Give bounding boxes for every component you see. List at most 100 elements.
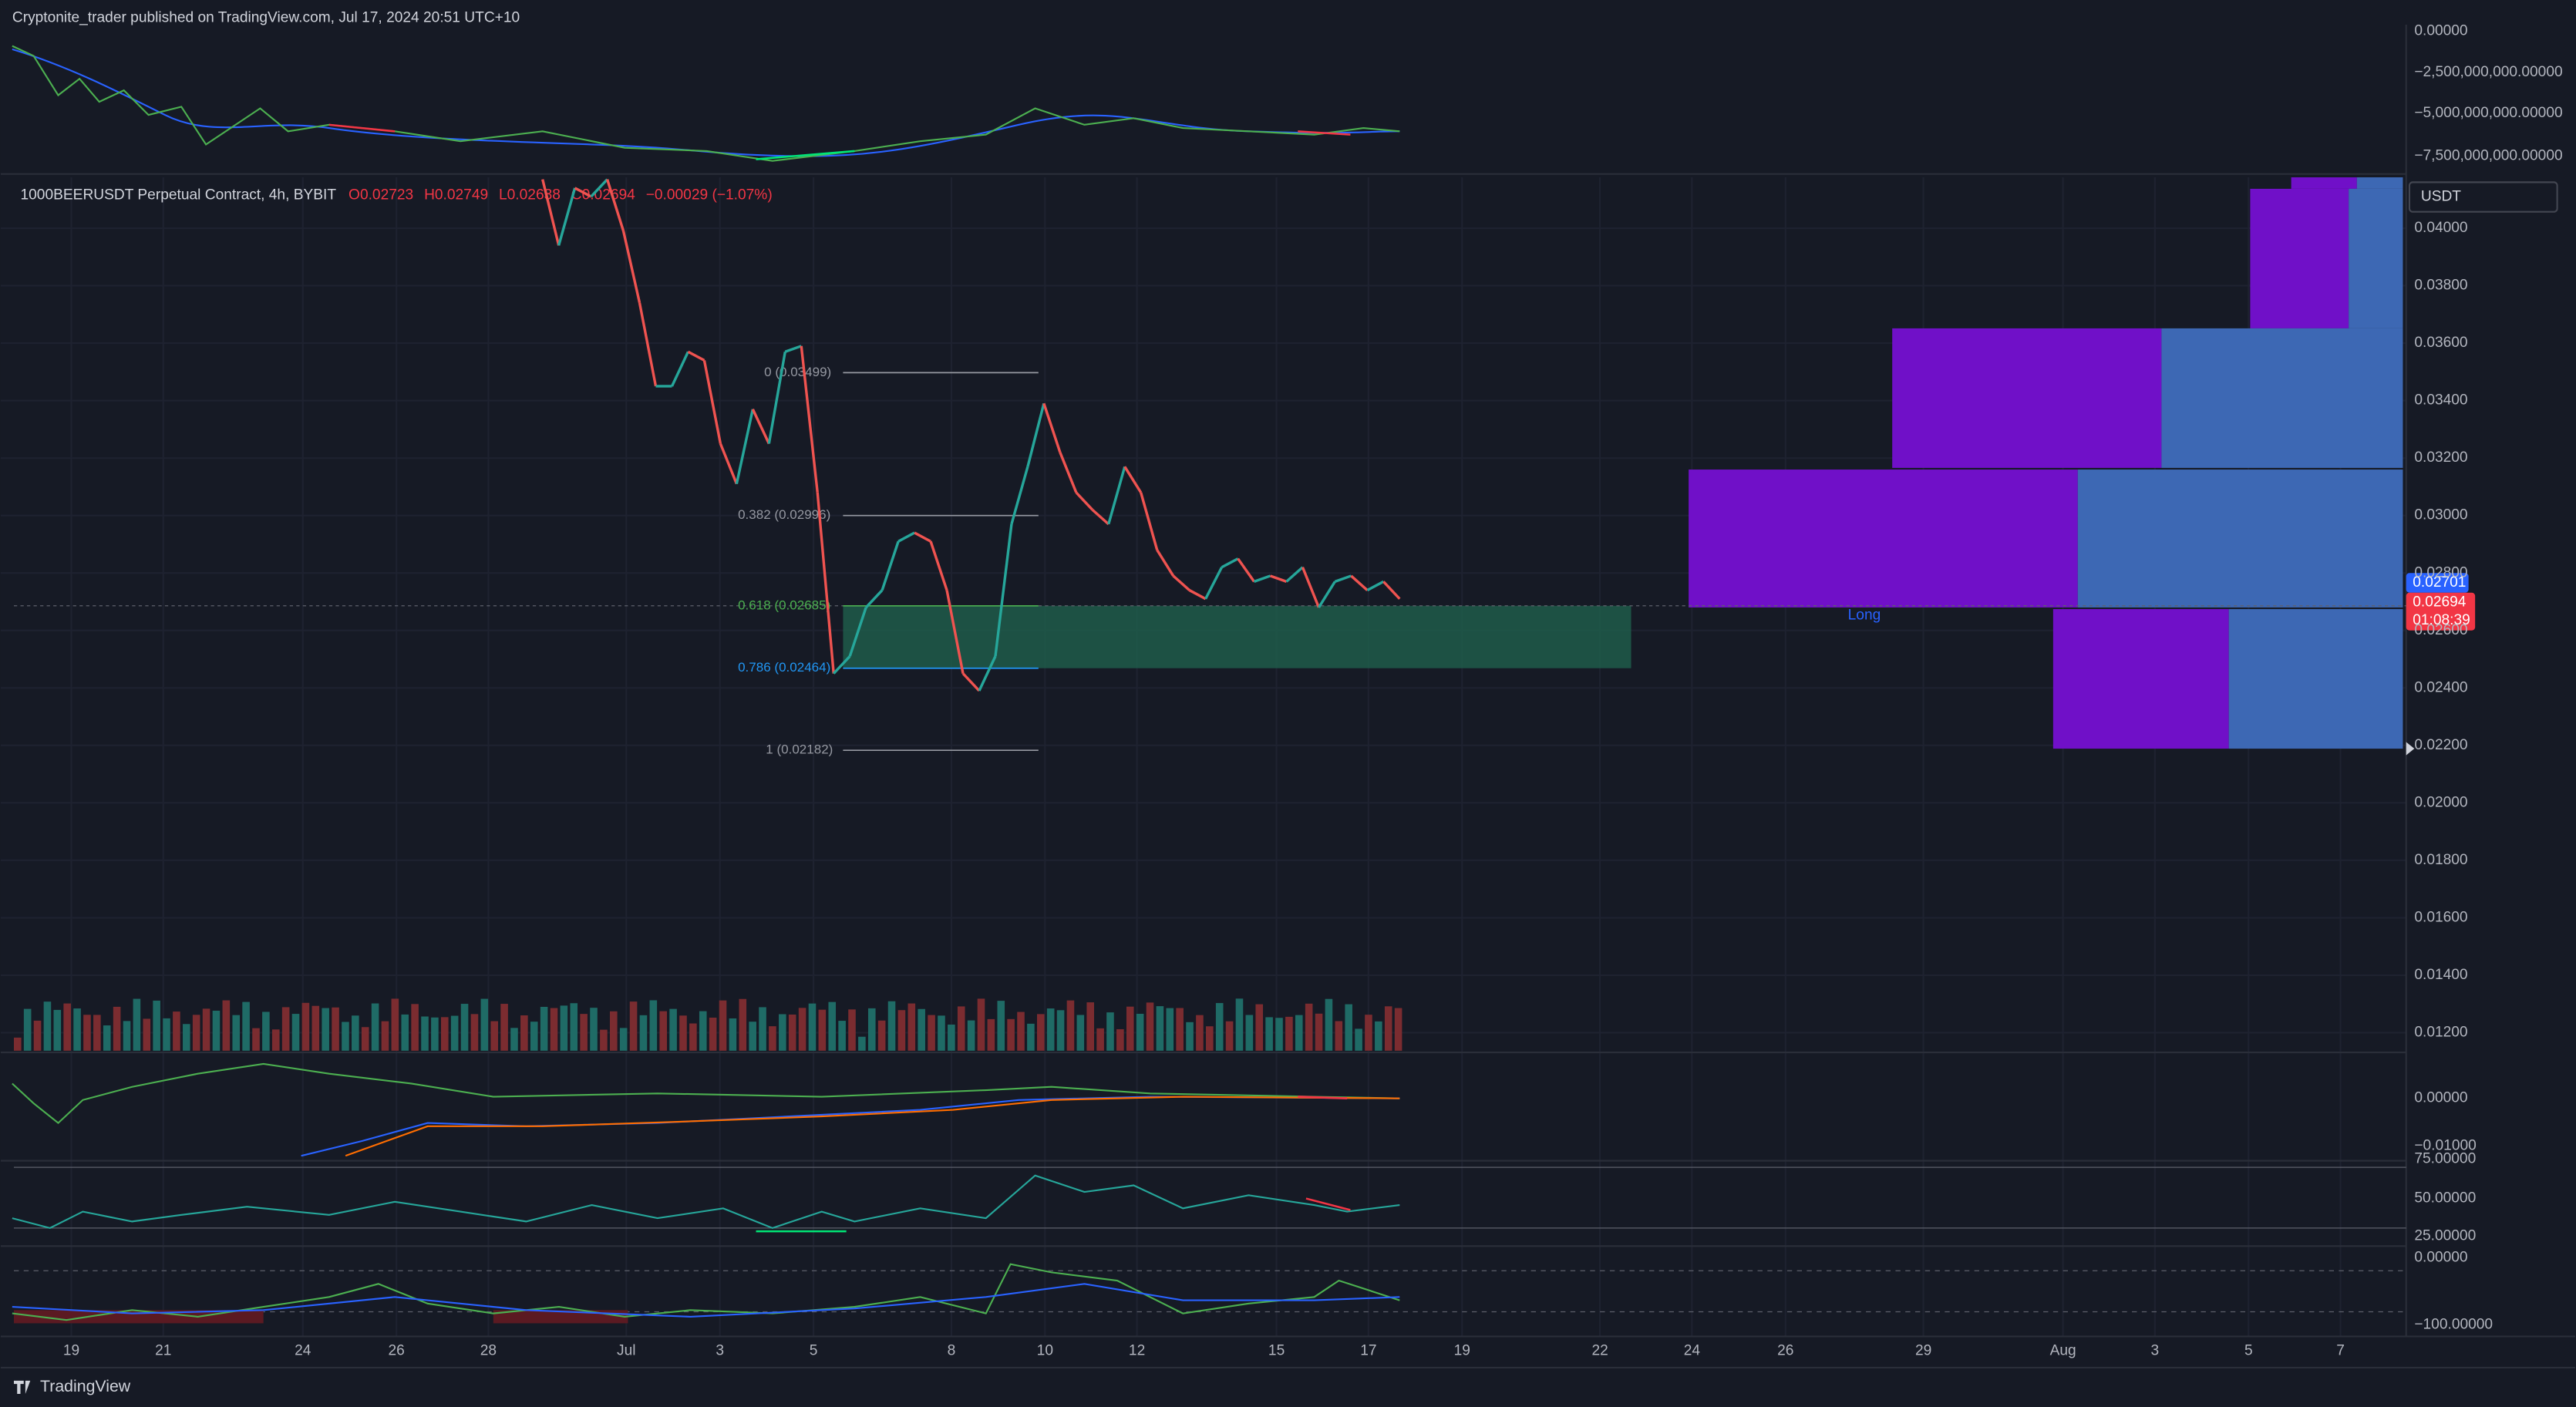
price-axis-label: 0.03400 <box>2414 392 2467 409</box>
volume-bar <box>1106 1012 1114 1051</box>
symbol-line: 1000BEERUSDT Perpetual Contract, 4h, BYB… <box>21 187 773 203</box>
osc-axis-label: 0.00000 <box>2414 1249 2467 1265</box>
volume-profile-bar <box>2356 177 2403 189</box>
time-axis-label: 22 <box>1591 1343 1608 1359</box>
rsi-line <box>12 1174 1400 1230</box>
volume-bar <box>1066 1000 1075 1051</box>
publisher-line: Cryptonite_trader published on TradingVi… <box>12 9 520 25</box>
volume-bar <box>600 1029 608 1051</box>
volume-bar <box>867 1008 876 1051</box>
price-axis-label: 0.02600 <box>2414 622 2467 638</box>
volume-bar <box>1196 1015 1204 1051</box>
volume-bar <box>610 1011 618 1051</box>
volume-bar <box>739 998 747 1051</box>
volume-bar <box>1325 998 1333 1051</box>
volume-bar <box>232 1015 241 1051</box>
price-axis-label: 0.01600 <box>2414 909 2467 925</box>
volume-bar <box>639 1015 648 1051</box>
price-axis-label: 0.03200 <box>2414 449 2467 466</box>
open: O0.02723 <box>349 187 413 203</box>
axis-marker <box>2406 742 2415 756</box>
volume-bar <box>391 998 399 1051</box>
volume-bar <box>123 1021 131 1051</box>
time-axis-label: 24 <box>1684 1343 1701 1359</box>
time-axis-label: 29 <box>1915 1343 1931 1359</box>
volume-bar <box>1046 1008 1055 1051</box>
volume-bar <box>13 1037 22 1051</box>
volume-bar <box>1305 1003 1313 1051</box>
price-segment <box>1382 581 1401 600</box>
volume-bar <box>1365 1015 1372 1051</box>
volume-bar <box>977 998 985 1051</box>
fib-label: 0 (0.03499) <box>764 365 831 379</box>
time-axis-label: 5 <box>2244 1343 2253 1359</box>
volume-bar <box>411 1004 419 1051</box>
price-segment <box>1059 452 1078 493</box>
volume-bar <box>749 1022 756 1051</box>
price-segment <box>621 231 641 304</box>
volume-bar <box>580 1014 588 1051</box>
volume <box>13 998 1402 1051</box>
volume-bar <box>1225 1021 1234 1051</box>
volume-bar <box>530 1022 538 1051</box>
time-axis-label: 3 <box>716 1343 724 1359</box>
price-segment <box>914 531 931 543</box>
volume-bar <box>1345 1004 1352 1051</box>
volume-bar <box>1027 1023 1035 1051</box>
price-segment <box>1026 402 1046 467</box>
price-segment <box>605 179 625 232</box>
currency-box[interactable] <box>2408 181 2558 213</box>
volume-profile-bar <box>2250 188 2349 328</box>
high: H0.02749 <box>424 187 488 203</box>
top-axis-label: −5,000,000,000.00000 <box>2414 105 2562 121</box>
time-axis-label: 19 <box>63 1343 79 1359</box>
volume-bar <box>242 1001 250 1051</box>
volume-bar <box>1146 1002 1154 1051</box>
osc-line <box>12 1263 1400 1321</box>
volume-bar <box>709 1018 717 1051</box>
time-axis-label: Jul <box>617 1343 636 1359</box>
volume-bar <box>520 1015 528 1051</box>
volume-bar <box>1206 1026 1214 1051</box>
volume-bar <box>53 1009 62 1051</box>
price-segment <box>961 672 981 692</box>
volume-bar <box>202 1008 210 1051</box>
low: L0.02638 <box>499 187 561 203</box>
signal-line <box>345 1096 1400 1157</box>
grid <box>0 177 2406 1337</box>
footer-brand[interactable]: TradingView <box>40 1377 131 1395</box>
price-segment <box>994 523 1013 657</box>
volume-bar <box>381 1021 389 1051</box>
currency[interactable]: USDT <box>2421 189 2461 205</box>
volume-bar <box>252 1028 260 1051</box>
volume-bar <box>143 1018 151 1051</box>
price-segment <box>1350 574 1369 591</box>
time-axis-label: 17 <box>1360 1343 1376 1359</box>
volume-bar <box>1007 1018 1015 1051</box>
volume-bar <box>133 998 141 1051</box>
volume-bar <box>63 1003 71 1051</box>
time-axis-label: 26 <box>389 1343 405 1359</box>
volume-bar <box>510 1028 518 1051</box>
volume-bar <box>83 1015 91 1051</box>
volume-bar <box>759 1007 766 1051</box>
price-segment <box>864 589 884 609</box>
zone-label: Long <box>1848 608 1881 624</box>
volume-bar <box>1056 1010 1065 1051</box>
volume-bar <box>848 1009 856 1051</box>
price-segment <box>751 409 770 445</box>
price-segment <box>1301 567 1321 608</box>
price-segment <box>945 590 965 674</box>
volume-bar <box>1136 1013 1144 1051</box>
volume-bar <box>1235 998 1244 1051</box>
volume-bar <box>1126 1006 1134 1051</box>
macd-histogram <box>12 1062 1400 1124</box>
tradingview-logo[interactable] <box>13 1380 31 1394</box>
volume-bar <box>938 1015 945 1051</box>
price-segment <box>800 345 819 493</box>
volume-bar <box>163 1018 170 1051</box>
volume-bar <box>788 1014 796 1051</box>
time-axis-label: 5 <box>810 1343 818 1359</box>
price-axis-label: 0.01200 <box>2414 1025 2467 1041</box>
price-segment <box>1285 566 1304 583</box>
